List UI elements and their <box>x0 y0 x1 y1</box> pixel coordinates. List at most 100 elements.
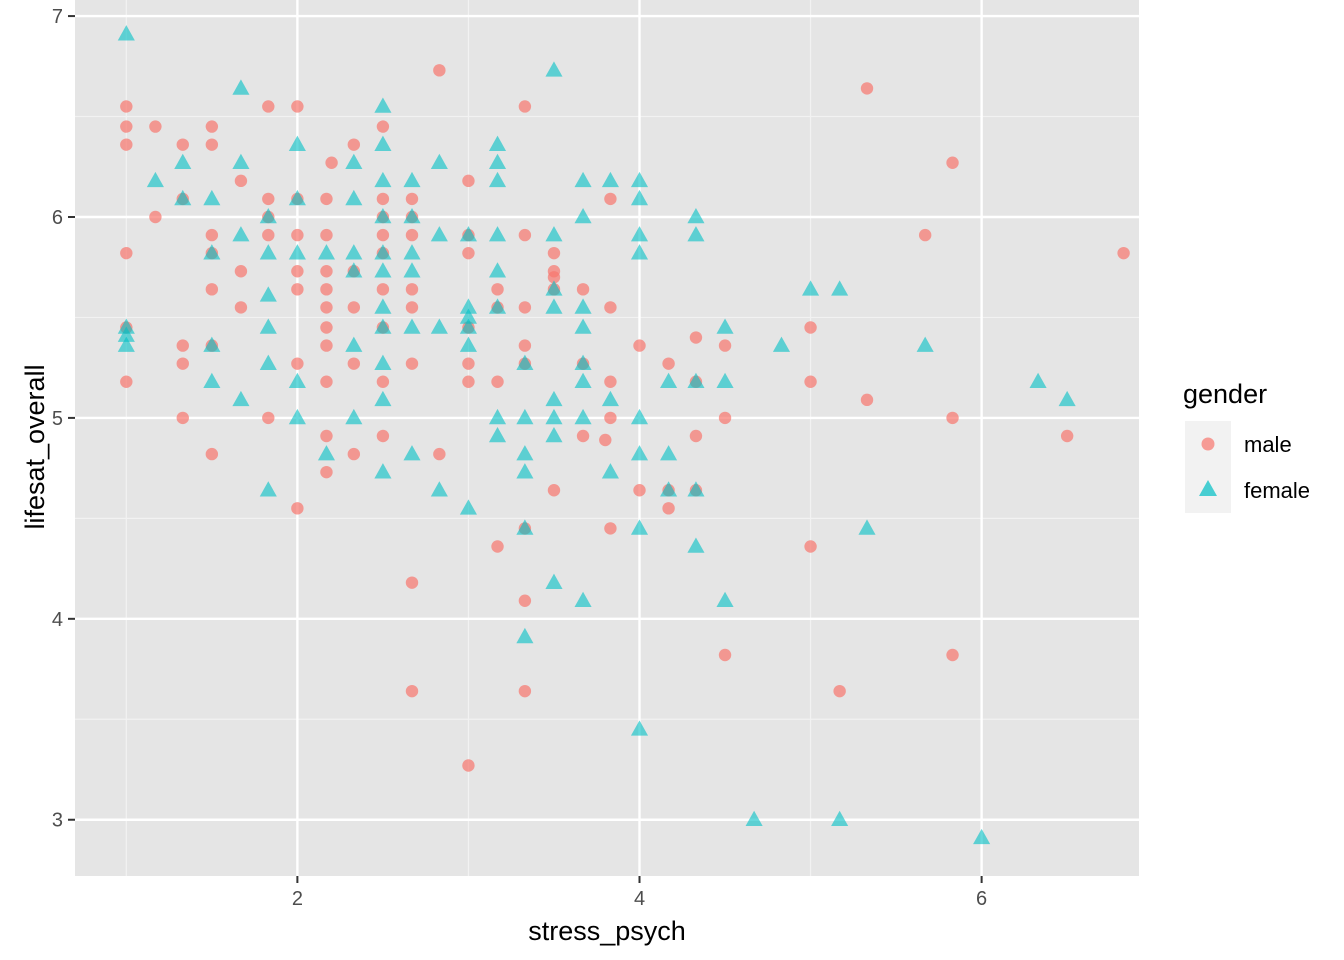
data-point-female <box>374 298 392 314</box>
data-point-female <box>403 207 421 224</box>
data-point-male <box>205 283 219 296</box>
legend-label-male: male <box>1244 432 1292 457</box>
data-point-male <box>262 100 275 113</box>
data-point-female <box>288 372 306 389</box>
data-point-female <box>232 390 250 407</box>
data-point-female <box>459 499 477 515</box>
data-point-male <box>205 120 219 133</box>
data-point-male <box>804 540 817 553</box>
data-point-female <box>687 481 705 497</box>
data-point-male <box>120 246 133 260</box>
y-tick-label: 4 <box>52 609 63 631</box>
data-point-female <box>687 537 705 553</box>
data-point-female <box>630 408 649 425</box>
data-point-female <box>430 318 448 334</box>
data-point-male <box>376 375 390 388</box>
data-point-male <box>120 375 133 388</box>
data-point-female <box>574 591 592 608</box>
data-point-male <box>376 192 390 206</box>
data-point-female <box>203 336 221 352</box>
tick-labels: 2 4 6 3 4 5 6 7 <box>52 6 987 910</box>
data-point-male <box>405 228 419 242</box>
legend: gender male female <box>1183 379 1310 513</box>
data-point-female <box>288 189 306 206</box>
data-point-female <box>916 336 934 352</box>
data-point-male <box>946 648 959 662</box>
axis-ticks <box>68 15 983 883</box>
data-point-female <box>545 426 563 443</box>
data-point-female <box>574 354 592 370</box>
data-point-female <box>574 318 592 334</box>
data-point-female <box>203 189 221 206</box>
data-point-male <box>633 339 646 352</box>
data-point-female <box>488 298 507 314</box>
data-point-female <box>716 318 734 334</box>
data-point-female <box>488 153 507 170</box>
data-point-female <box>574 298 592 314</box>
data-point-female <box>545 226 563 242</box>
data-point-female <box>259 481 277 497</box>
data-point-female <box>345 262 363 278</box>
data-point-female <box>345 336 363 352</box>
data-point-female <box>374 463 392 479</box>
data-point-female <box>259 286 277 302</box>
data-point-male <box>320 339 333 352</box>
data-point-male <box>176 411 189 425</box>
data-point-female <box>403 318 421 334</box>
data-point-female <box>374 244 392 260</box>
data-point-male <box>320 301 333 314</box>
data-point-female <box>459 308 477 324</box>
data-point-male <box>405 684 419 698</box>
data-point-male <box>518 301 532 314</box>
data-point-female <box>232 79 250 95</box>
data-point-male <box>120 138 133 151</box>
data-point-female <box>317 445 336 461</box>
data-point-female <box>403 244 421 260</box>
data-point-female <box>374 262 392 278</box>
data-point-female <box>459 336 477 352</box>
data-point-female <box>488 135 507 151</box>
data-point-male <box>176 138 189 151</box>
data-point-male <box>205 228 219 242</box>
data-point-male <box>149 120 162 133</box>
data-point-female <box>630 519 649 535</box>
data-point-male <box>405 283 419 296</box>
data-point-male <box>120 120 133 133</box>
data-point-male <box>262 228 275 242</box>
data-point-female <box>430 226 448 242</box>
data-point-female <box>374 135 392 151</box>
data-point-female <box>516 627 534 644</box>
data-point-male <box>946 411 959 425</box>
data-point-female <box>288 135 306 151</box>
data-point-male <box>320 465 333 479</box>
data-point-female <box>574 372 592 389</box>
data-point-male <box>491 375 504 388</box>
data-point-male <box>176 357 189 370</box>
data-point-male <box>405 357 419 370</box>
data-point-male <box>176 339 189 352</box>
data-point-male <box>462 759 475 772</box>
data-point-male <box>320 375 333 388</box>
data-point-female <box>973 828 991 845</box>
data-point-female <box>259 207 277 224</box>
data-point-female <box>459 298 477 314</box>
data-point-female <box>488 226 507 242</box>
data-point-female <box>488 408 507 425</box>
data-point-female <box>516 445 534 461</box>
data-point-male <box>320 265 333 278</box>
data-point-male <box>860 393 874 407</box>
data-point-male <box>433 447 446 461</box>
data-point-female <box>630 189 649 206</box>
data-point-female <box>117 336 135 352</box>
data-point-female <box>345 153 363 170</box>
data-point-female <box>630 226 649 242</box>
x-tick-label: 6 <box>976 888 987 910</box>
y-tick-label: 7 <box>52 6 63 28</box>
data-point-female <box>660 481 678 497</box>
data-point-female <box>687 226 705 242</box>
data-point-female <box>459 226 477 242</box>
data-point-male <box>325 156 338 169</box>
legend-male-marker <box>1201 437 1215 451</box>
data-point-female <box>516 354 534 370</box>
